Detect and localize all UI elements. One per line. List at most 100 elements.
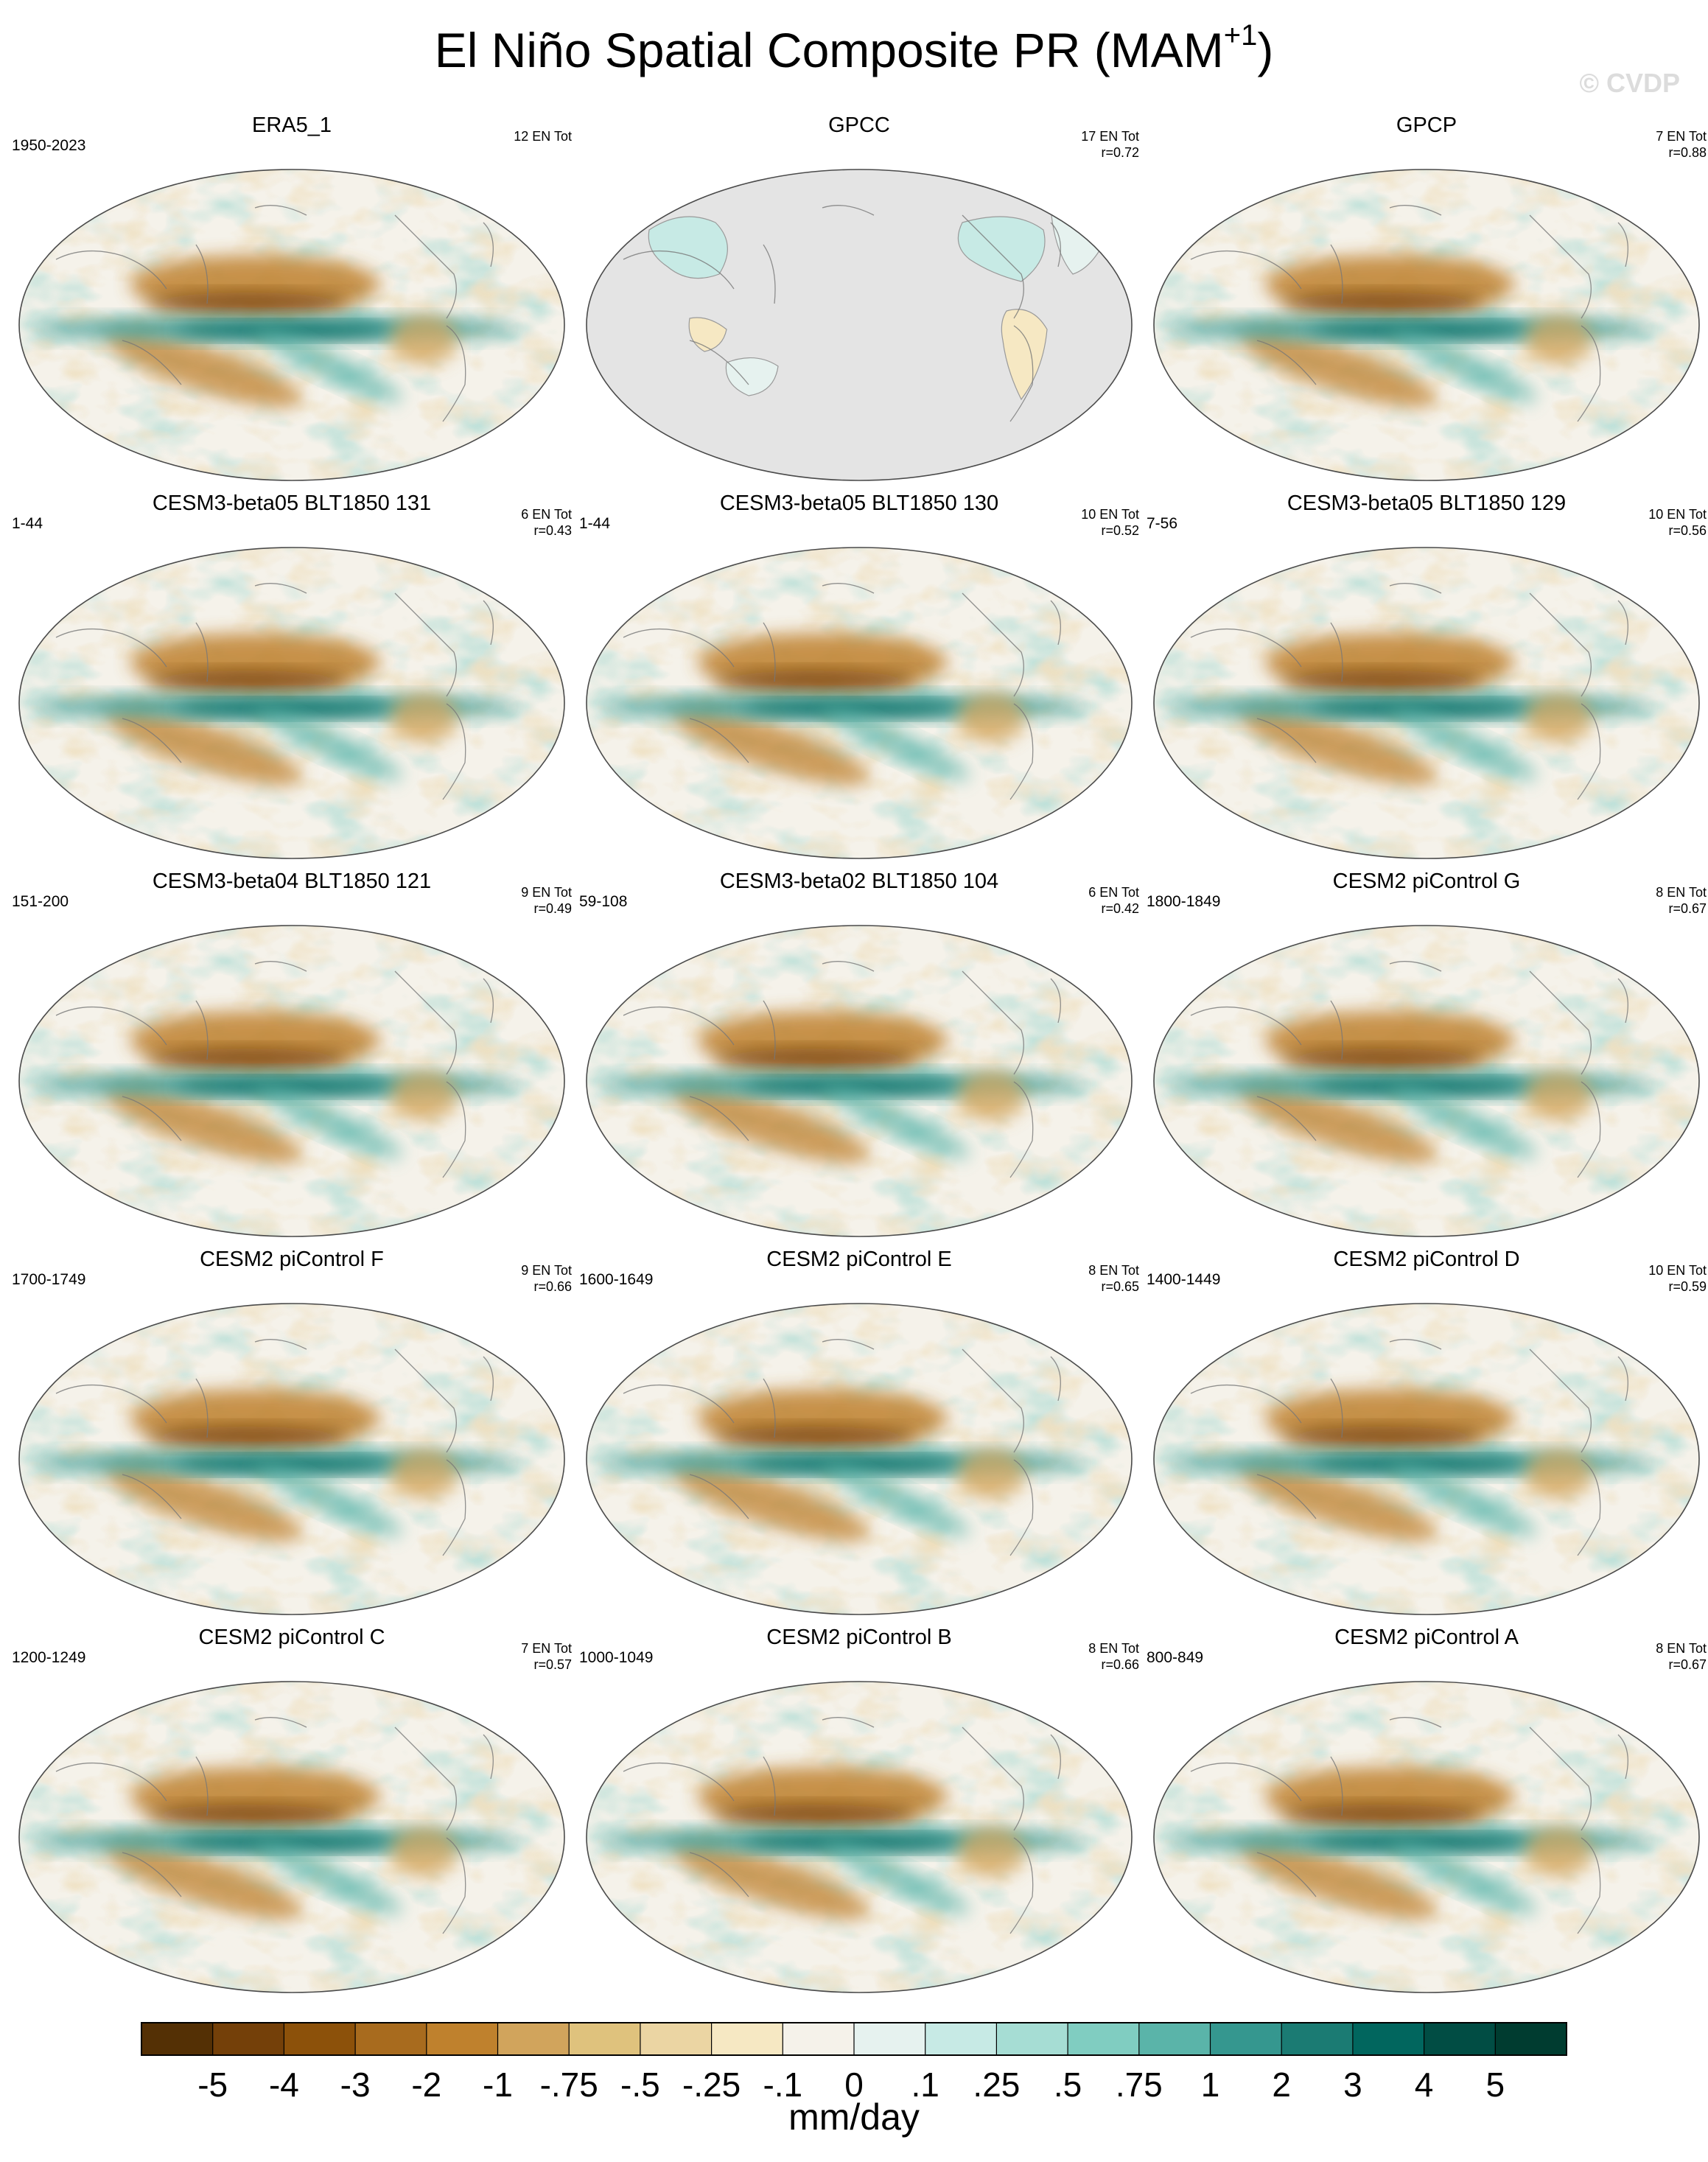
map-field	[19, 1682, 564, 1993]
colorbar-swatch	[569, 2023, 641, 2055]
colorbar-tick-label: -1	[483, 2065, 513, 2104]
panel-title: CESM3-beta02 BLT1850 104	[719, 870, 999, 893]
map-panel: CESM3-beta05 BLT1850 130 1-44 10 EN Tot r=0…	[579, 489, 1139, 864]
panel-event-count: 8 EN Tot	[1656, 885, 1707, 900]
colorbar-swatch	[1495, 2023, 1567, 2055]
map-boundary	[18, 1303, 565, 1615]
robinson-map	[18, 169, 565, 481]
coastline	[254, 961, 307, 972]
dry-anomaly-south-america	[1526, 692, 1592, 744]
coastline	[1617, 600, 1628, 646]
figure-title: El Niño Spatial Composite PR (MAM+1)	[0, 21, 1708, 80]
coastline	[195, 1000, 209, 1060]
panel-stats: 9 EN Tot r=0.49	[454, 884, 572, 917]
coastline	[122, 718, 182, 763]
panel-stats: 8 EN Tot r=0.67	[1589, 884, 1707, 917]
map-boundary	[18, 169, 565, 481]
coastline	[483, 1734, 494, 1780]
wet-anomaly-spur	[822, 1463, 970, 1536]
map-boundary	[18, 925, 565, 1237]
robinson-map	[18, 1303, 565, 1615]
panel-period: 1400-1449	[1147, 1271, 1221, 1288]
panel-correlation: r=0.65	[1101, 1279, 1139, 1294]
panel-title: CESM2 piControl F	[200, 1248, 384, 1271]
colorbar-swatch	[497, 2023, 570, 2055]
coastline	[689, 1096, 749, 1141]
dry-anomaly-south-america	[391, 1448, 458, 1500]
panel-title: CESM2 piControl E	[766, 1248, 952, 1271]
panel-correlation: r=0.52	[1101, 523, 1139, 538]
panel-event-count: 10 EN Tot	[1648, 507, 1707, 522]
panel-correlation: r=0.88	[1668, 145, 1707, 160]
dry-anomaly-south	[1239, 709, 1437, 786]
panel-event-count: 17 EN Tot	[1081, 129, 1139, 144]
coastline	[195, 1378, 209, 1438]
panel-period: 1600-1649	[579, 1271, 654, 1288]
map-field	[1154, 1682, 1699, 1993]
robinson-map	[586, 1303, 1133, 1615]
coastline	[822, 961, 875, 972]
colorbar-swatch	[1068, 2023, 1140, 2055]
dry-anomaly-core	[712, 671, 918, 691]
gpcc-land-region	[1001, 309, 1048, 401]
panel-event-count: 8 EN Tot	[1088, 1641, 1139, 1656]
panel-event-count: 10 EN Tot	[1081, 507, 1139, 522]
map-boundary	[586, 1681, 1133, 1993]
wet-anomaly-core	[1309, 702, 1530, 716]
wet-anomaly-spur	[1390, 1841, 1537, 1914]
coastline	[962, 592, 1024, 697]
coastline	[442, 1081, 466, 1178]
dry-anomaly-south	[105, 331, 302, 407]
coastline	[962, 1727, 1024, 1831]
map-field	[19, 926, 564, 1236]
coastline	[1190, 1384, 1302, 1424]
coastline	[1617, 222, 1628, 267]
coastline	[394, 1348, 457, 1453]
robinson-map	[18, 1681, 565, 1993]
wet-anomaly-spur	[255, 707, 402, 780]
panel-title: CESM2 piControl A	[1334, 1626, 1519, 1649]
wet-anomaly-spur	[255, 1463, 402, 1536]
panel-stats: 10 EN Tot r=0.56	[1589, 506, 1707, 539]
coastline	[1050, 978, 1061, 1024]
gpcc-land-region	[725, 357, 779, 396]
dry-anomaly-south	[1239, 1843, 1437, 1920]
coastline	[1330, 1756, 1343, 1816]
dry-anomaly-south-america	[391, 314, 458, 365]
panel-period: 1800-1849	[1147, 893, 1221, 910]
coastline	[623, 1006, 735, 1046]
coastline	[442, 325, 466, 422]
robinson-map	[18, 925, 565, 1237]
colorbar-swatch	[854, 2023, 926, 2055]
coastline	[254, 205, 307, 216]
coastline	[1330, 1378, 1343, 1438]
panel-correlation: r=0.57	[533, 1657, 572, 1672]
dry-anomaly-core	[144, 1049, 351, 1069]
map-field	[587, 926, 1132, 1236]
wet-anomaly-core	[174, 1458, 395, 1472]
dry-anomaly-south-america	[391, 692, 458, 744]
wet-anomaly-core	[741, 1080, 962, 1094]
coastline	[763, 1000, 776, 1060]
coastline	[689, 718, 749, 763]
coastline	[55, 1384, 167, 1424]
map-boundary	[1153, 547, 1700, 859]
colorbar-swatch	[783, 2023, 855, 2055]
panel-correlation: r=0.59	[1668, 1279, 1707, 1294]
dry-anomaly-south-america	[959, 1448, 1025, 1500]
coastline	[1529, 1348, 1592, 1453]
dry-anomaly-core	[144, 1805, 351, 1825]
coastline	[1190, 628, 1302, 668]
panel-correlation: r=0.49	[533, 901, 572, 916]
colorbar-tick-label: -.5	[620, 2065, 660, 2104]
dry-anomaly-core	[1279, 1427, 1485, 1447]
panel-period: 1000-1049	[579, 1649, 654, 1666]
panel-correlation: r=0.42	[1101, 901, 1139, 916]
colorbar-swatch	[1210, 2023, 1282, 2055]
wet-anomaly-core	[174, 1080, 395, 1094]
robinson-map	[18, 547, 565, 859]
map-field	[1154, 169, 1699, 480]
panel-title: CESM3-beta05 BLT1850 131	[152, 491, 432, 515]
panel-title: GPCP	[1396, 113, 1457, 137]
dry-anomaly-core	[144, 671, 351, 691]
